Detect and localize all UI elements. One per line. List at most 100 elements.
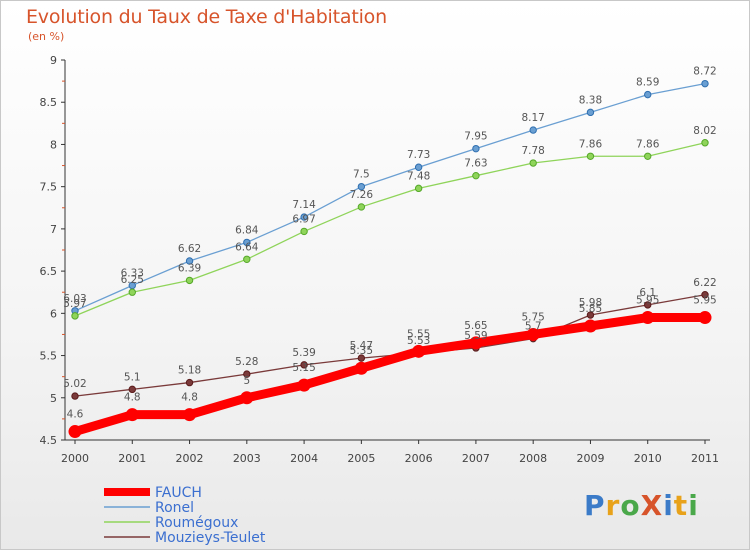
data-label: 7.78 bbox=[521, 145, 544, 157]
data-label: 7.86 bbox=[636, 138, 660, 150]
legend-label: Ronel bbox=[155, 500, 194, 516]
data-point bbox=[357, 182, 366, 191]
series-lines bbox=[70, 82, 710, 437]
chart-subtitle: (en %) bbox=[28, 30, 65, 43]
data-label: 4.6 bbox=[67, 409, 84, 421]
data-label: 6.84 bbox=[235, 224, 259, 236]
data-label: 5.55 bbox=[407, 328, 430, 340]
data-point bbox=[529, 126, 537, 134]
data-point bbox=[414, 184, 423, 193]
data-point bbox=[125, 408, 139, 422]
data-label: 5 bbox=[243, 375, 250, 387]
x-tick-label: 2000 bbox=[61, 452, 89, 465]
legend-label: Roumégoux bbox=[155, 515, 238, 531]
data-label: 8.72 bbox=[693, 66, 716, 78]
data-label: 7.63 bbox=[464, 158, 487, 170]
data-label: 7.48 bbox=[407, 170, 430, 182]
data-label: 6.25 bbox=[121, 274, 144, 286]
data-label: 5.97 bbox=[63, 298, 86, 310]
y-tick-label: 8.5 bbox=[40, 96, 58, 109]
x-tick-label: 2006 bbox=[405, 452, 433, 465]
data-point bbox=[243, 370, 251, 378]
data-label: 4.8 bbox=[124, 392, 141, 404]
data-label: 5.95 bbox=[693, 295, 716, 307]
x-tick-label: 2008 bbox=[519, 452, 547, 465]
data-label: 5.35 bbox=[350, 345, 373, 357]
data-point bbox=[183, 408, 197, 422]
y-tick-label: 7.5 bbox=[40, 181, 58, 194]
data-label: 8.02 bbox=[693, 125, 716, 137]
y-tick-label: 6.5 bbox=[40, 265, 58, 278]
chart-title: Evolution du Taux de Taxe d'Habitation bbox=[26, 6, 387, 28]
data-point bbox=[472, 144, 480, 153]
data-label: 7.95 bbox=[464, 131, 487, 143]
data-label: 8.38 bbox=[579, 94, 602, 106]
data-point bbox=[71, 312, 79, 320]
series-line-fauch bbox=[70, 313, 710, 437]
data-label: 7.26 bbox=[350, 189, 374, 201]
data-point bbox=[128, 385, 136, 394]
data-point bbox=[644, 301, 652, 309]
x-tick-label: 2010 bbox=[634, 452, 662, 465]
data-label: 6.22 bbox=[693, 277, 716, 289]
series-points bbox=[68, 79, 712, 439]
data-point bbox=[243, 255, 251, 263]
data-point bbox=[300, 213, 308, 221]
data-label: 5.65 bbox=[464, 320, 487, 332]
series-line-roumégoux bbox=[74, 142, 706, 317]
data-label: 5.18 bbox=[178, 365, 201, 377]
y-tick-label: 4.5 bbox=[40, 434, 58, 447]
data-label: 5.98 bbox=[579, 297, 602, 309]
data-label: 7.86 bbox=[579, 138, 603, 150]
data-point bbox=[297, 378, 311, 392]
data-point bbox=[698, 311, 712, 325]
data-label: 5.28 bbox=[235, 356, 258, 368]
data-point bbox=[185, 378, 194, 387]
data-label: 5.47 bbox=[350, 340, 373, 352]
data-point bbox=[354, 361, 368, 375]
data-label: 7.5 bbox=[353, 169, 370, 181]
x-tick-label: 2007 bbox=[462, 452, 490, 465]
data-point bbox=[701, 139, 709, 147]
data-point bbox=[300, 227, 308, 236]
data-label: 7.73 bbox=[407, 149, 430, 161]
data-point bbox=[68, 425, 82, 439]
x-tick-label: 2009 bbox=[576, 452, 604, 465]
data-label: 6.62 bbox=[178, 243, 201, 255]
data-point bbox=[586, 311, 595, 319]
data-point bbox=[701, 79, 709, 88]
data-point bbox=[701, 291, 709, 299]
data-label: 5.02 bbox=[63, 378, 86, 390]
series-line-mouzieys-teulet bbox=[74, 294, 706, 397]
data-point bbox=[529, 159, 537, 167]
data-label: 6.03 bbox=[63, 293, 86, 305]
logo-letter: X bbox=[640, 489, 664, 522]
data-label: 5.7 bbox=[525, 321, 542, 333]
data-point bbox=[412, 344, 426, 358]
data-point bbox=[641, 311, 655, 325]
data-label: 6.39 bbox=[178, 262, 201, 274]
data-label: 5.15 bbox=[292, 362, 315, 374]
data-label: 5.1 bbox=[124, 371, 141, 383]
proxiti-logo: ProXiti bbox=[584, 489, 699, 522]
data-label: 6.33 bbox=[121, 267, 144, 279]
x-tick-label: 2004 bbox=[290, 452, 318, 465]
data-point bbox=[586, 108, 595, 117]
x-tick-label: 2001 bbox=[118, 452, 146, 465]
data-label: 5.39 bbox=[292, 347, 315, 359]
logo-letter: o bbox=[620, 489, 641, 522]
x-tick-label: 2002 bbox=[176, 452, 204, 465]
data-point bbox=[472, 171, 480, 180]
legend-label: Mouzieys-Teulet bbox=[155, 530, 266, 546]
data-point bbox=[71, 392, 79, 400]
logo-letter: i bbox=[688, 489, 699, 522]
data-point bbox=[644, 90, 652, 99]
data-label: 5.53 bbox=[407, 335, 430, 347]
data-label: 6.97 bbox=[292, 213, 315, 225]
y-tick-label: 6 bbox=[50, 307, 57, 320]
data-labels: 6.03 6.33 6.62 6.84 7.14 7.5 7.73 7.95 8.17 8.38 8… bbox=[63, 66, 716, 421]
logo-letter: t bbox=[673, 489, 689, 522]
